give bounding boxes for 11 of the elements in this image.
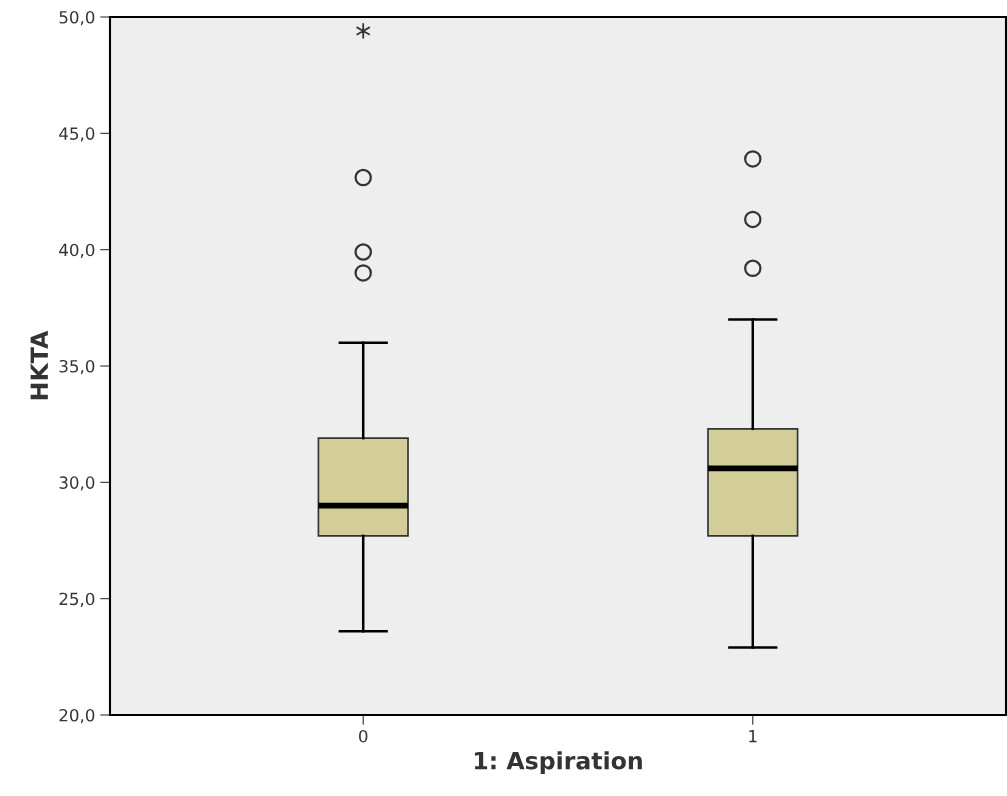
x-tick-label: 0 (359, 729, 368, 743)
y-tick-label: 40,0 (59, 243, 95, 258)
y-tick-label: 45,0 (59, 127, 95, 142)
y-tick-label: 35,0 (59, 359, 95, 375)
y-axis-title: HKTA (30, 330, 48, 400)
x-tick-label: 1 (749, 730, 757, 743)
x-axis-title: 1: Aspiration (474, 751, 642, 775)
y-tick-label: 20,0 (59, 708, 95, 724)
y-tick-label: 25,0 (59, 592, 95, 607)
y-tick-label: 30,0 (59, 476, 95, 491)
y-tick-label: 50,0 (59, 10, 95, 26)
